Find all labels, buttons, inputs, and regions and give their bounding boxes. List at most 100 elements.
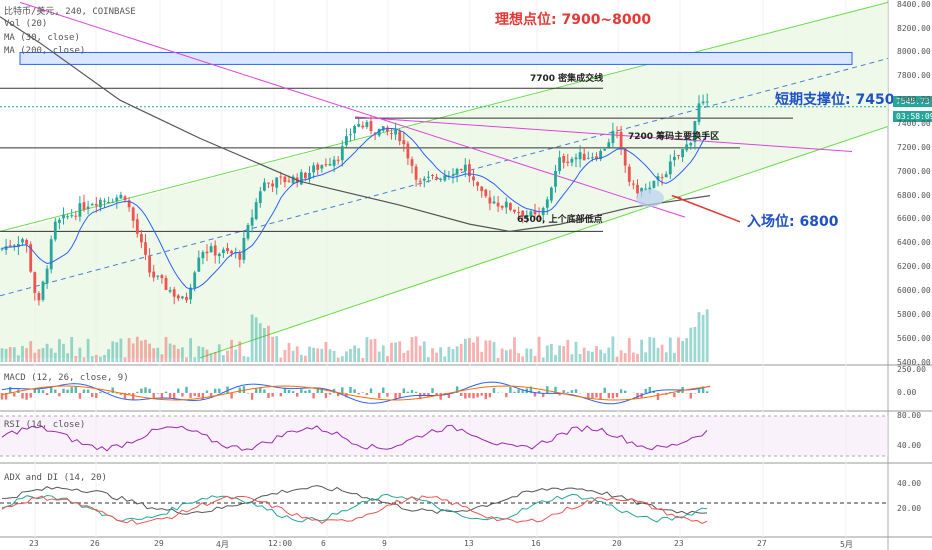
macd-hist-bar	[472, 393, 475, 399]
volume-bar	[172, 344, 176, 362]
macd-hist-bar	[484, 393, 487, 400]
candle-body	[291, 176, 295, 184]
macd-hist-bar	[271, 393, 274, 397]
candle-body	[156, 275, 160, 277]
candle-body	[213, 245, 217, 256]
volume-bar	[181, 347, 184, 362]
date-tick-label: 27	[757, 539, 767, 548]
macd-hist-bar	[423, 393, 426, 397]
volume-bar	[414, 336, 418, 362]
candle-body	[320, 165, 324, 169]
price-tick-label: 7400.00	[897, 119, 931, 129]
candle-body	[271, 183, 274, 187]
macd-hist-bar	[218, 388, 221, 393]
candle-body	[472, 176, 475, 181]
countdown-tag: 03:58:09	[893, 111, 932, 122]
volume-bar	[4, 348, 8, 362]
candle-body	[504, 201, 508, 208]
volume-bar	[595, 346, 598, 362]
macd-hist-bar	[99, 391, 102, 393]
price-tick-label: 5400.00	[897, 357, 931, 367]
macd-hist-bar	[291, 391, 295, 393]
date-tick-label: 16	[531, 539, 541, 548]
macd-hist-bar	[287, 390, 291, 393]
candle-body	[242, 238, 246, 260]
candle-body	[267, 182, 270, 184]
volume-bar	[390, 342, 393, 362]
volume-bar	[254, 317, 258, 362]
candle-body	[545, 199, 549, 208]
candle-body	[603, 149, 607, 151]
macd-hist-bar	[337, 393, 340, 397]
candle-body	[66, 216, 69, 218]
candle-body	[361, 125, 365, 128]
candle-body	[660, 177, 664, 179]
macd-hist-bar	[361, 392, 364, 393]
date-tick-label: 4月	[216, 540, 229, 549]
price-tick-label: 8200.00	[897, 23, 931, 33]
candle-body	[373, 132, 377, 134]
candle-body	[578, 152, 582, 160]
candle-body	[435, 176, 438, 179]
candle-body	[25, 239, 28, 245]
volume-bar	[599, 349, 602, 362]
volume-bar	[677, 337, 680, 362]
volume-bar	[287, 343, 291, 362]
indicator-tick-label: 40.00	[897, 441, 922, 450]
macd-hist-bar	[382, 387, 385, 393]
volume-bar	[537, 336, 541, 362]
volume-bar	[381, 345, 385, 362]
indicator-tick-label: 250.00	[897, 365, 926, 374]
indicator-tick-label: 20.00	[897, 504, 922, 513]
volume-bar	[468, 338, 471, 362]
candle-body	[345, 136, 348, 146]
candle-body	[476, 182, 479, 186]
volume-bar	[41, 348, 45, 362]
volume-bar	[656, 347, 660, 362]
candle-body	[263, 182, 266, 191]
candle-body	[529, 211, 533, 217]
candle-body	[37, 293, 41, 301]
candle-body	[94, 203, 98, 206]
volume-bar	[131, 343, 135, 362]
volume-bar	[398, 341, 402, 362]
volume-bar	[685, 338, 689, 362]
candle-body	[463, 164, 467, 172]
candle-body	[513, 209, 516, 212]
macd-hist-bar	[476, 393, 479, 398]
macd-hist-bar	[431, 388, 434, 393]
candle-body	[705, 101, 709, 103]
volume-bar	[394, 342, 397, 362]
volume-bar	[562, 346, 566, 362]
volume-bar	[484, 340, 488, 362]
volume-bar	[681, 341, 684, 362]
volume-bar	[422, 341, 426, 362]
macd-hist-bar	[595, 393, 598, 398]
candle-body	[246, 225, 250, 239]
candle-body	[222, 249, 225, 254]
candle-body	[62, 214, 65, 219]
candle-body	[574, 157, 578, 160]
candle-body	[668, 161, 672, 175]
volume-bar	[324, 341, 328, 362]
date-tick-label: 23	[674, 539, 684, 548]
volume-bar	[263, 327, 266, 362]
candle-body	[49, 239, 53, 270]
volume-bar	[591, 351, 594, 362]
candle-body	[209, 246, 213, 253]
volume-bar	[127, 338, 131, 362]
volume-bar	[558, 345, 561, 362]
candle-body	[562, 155, 566, 163]
macd-hist-bar	[107, 392, 110, 393]
candle-body	[656, 176, 660, 180]
candle-body	[58, 219, 61, 223]
volume-bar	[267, 325, 270, 362]
candle-body	[591, 157, 594, 159]
volume-bar	[627, 338, 631, 362]
volume-bar	[123, 357, 127, 362]
candle-body	[33, 272, 37, 293]
volume-bar	[295, 346, 299, 362]
macd-hist-bar	[214, 388, 217, 393]
volume-bar	[58, 339, 61, 362]
